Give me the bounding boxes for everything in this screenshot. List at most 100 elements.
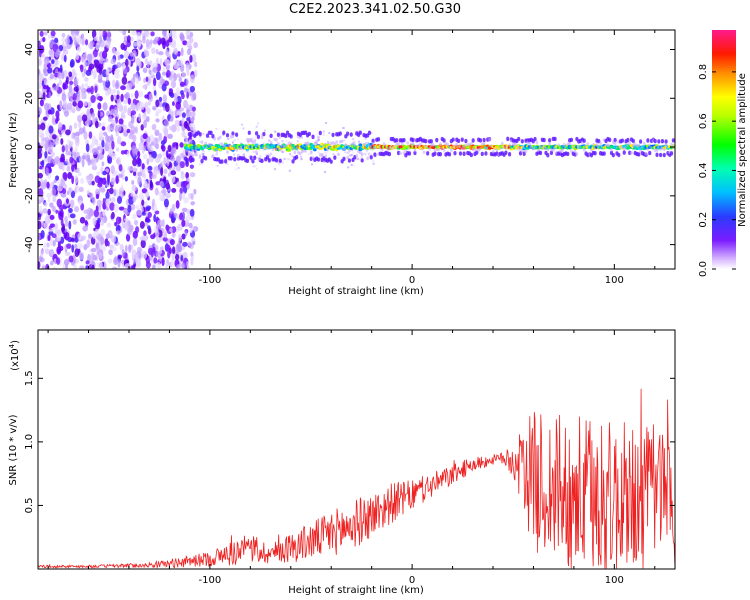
noise-mark [111,140,115,150]
noise-mark [105,91,109,97]
band-halo-mark [500,141,504,146]
noise-mark [172,30,177,36]
noise-mark [115,216,121,225]
scatter-mark [352,151,355,154]
band-halo-mark [186,149,189,153]
noise-mark [151,174,157,179]
noise-mark [137,150,141,158]
band-halo-mark [367,130,372,136]
band-halo-mark [570,149,573,153]
band-halo-mark [222,130,226,135]
band-halo-mark [256,134,261,140]
band-halo-mark [231,134,235,139]
noise-mark [83,59,87,69]
noise-mark [39,30,44,37]
noise-mark [113,203,119,213]
noise-mark [108,249,113,256]
noise-mark [193,41,198,49]
noise-mark [79,265,85,269]
scatter-mark [288,158,291,161]
noise-mark [123,124,128,133]
noise-mark [176,264,181,269]
scatter-mark [372,162,375,165]
noise-mark [179,161,185,169]
noise-mark [41,159,45,168]
band-halo-mark [200,140,204,144]
band-halo-mark [429,139,433,144]
band-halo-mark [471,138,475,143]
noise-mark [91,161,97,167]
noise-mark [189,85,195,93]
band-halo-mark [284,133,288,139]
band-halo-mark [200,158,204,164]
noise-mark [76,151,80,158]
noise-mark [132,196,137,203]
band-halo-mark [447,152,452,157]
band-halo-mark [253,138,257,143]
noise-mark [143,153,148,160]
noise-mark [134,90,139,99]
noise-mark [160,78,164,86]
scatter-mark [199,135,202,138]
noise-mark [154,129,160,137]
band-halo-mark [424,138,428,144]
noise-mark [143,200,149,208]
scatter-mark [367,141,370,144]
noise-mark [169,92,175,98]
noise-mark [61,53,65,62]
noise-mark [181,112,186,119]
band-halo-mark [246,137,249,142]
noise-mark [55,209,59,214]
noise-mark [136,209,141,216]
scatter-mark [199,140,202,143]
noise-mark [177,244,183,253]
noise-mark [179,81,185,87]
noise-mark [111,234,117,244]
noise-mark [86,88,92,93]
noise-mark [155,48,159,55]
noise-mark [167,172,171,177]
noise-mark [149,179,153,189]
noise-mark [170,175,176,183]
noise-mark [93,69,98,79]
noise-mark [145,38,150,48]
noise-mark [184,230,188,237]
noise-mark [153,90,157,96]
noise-mark [189,227,193,233]
band-halo-mark [397,142,400,146]
noise-mark [151,123,157,131]
noise-mark [110,214,114,220]
scatter-mark [201,153,204,156]
spectrogram-marks [38,30,675,269]
scatter-mark [233,153,236,156]
noise-mark [186,48,192,56]
band-halo-mark [226,150,229,154]
band-halo-mark [582,147,586,152]
noise-mark [62,100,68,109]
noise-mark [122,68,128,75]
band-halo-mark [353,143,357,148]
noise-mark [135,75,139,85]
noise-mark [88,131,93,139]
scatter-mark [352,164,355,167]
band-halo-mark [269,133,273,139]
noise-mark [97,73,103,82]
noise-mark [97,95,103,101]
noise-mark [189,172,196,178]
band-halo-mark [535,140,539,145]
band-halo-mark [371,138,375,144]
scatter-mark [343,139,346,142]
noise-mark [55,48,61,56]
noise-mark [124,244,128,253]
band-halo-mark [524,149,528,154]
noise-mark [180,47,184,57]
noise-mark [154,137,158,144]
colorbar-ticks: 0.0 0.2 0.4 0.6 0.8 [698,64,736,277]
band-halo-mark [411,137,415,143]
scatter-mark [195,151,198,154]
scatter-mark [282,150,285,153]
noise-mark [53,85,59,92]
noise-mark [69,199,75,209]
scatter-mark [216,152,219,155]
scatter-mark [254,150,257,153]
